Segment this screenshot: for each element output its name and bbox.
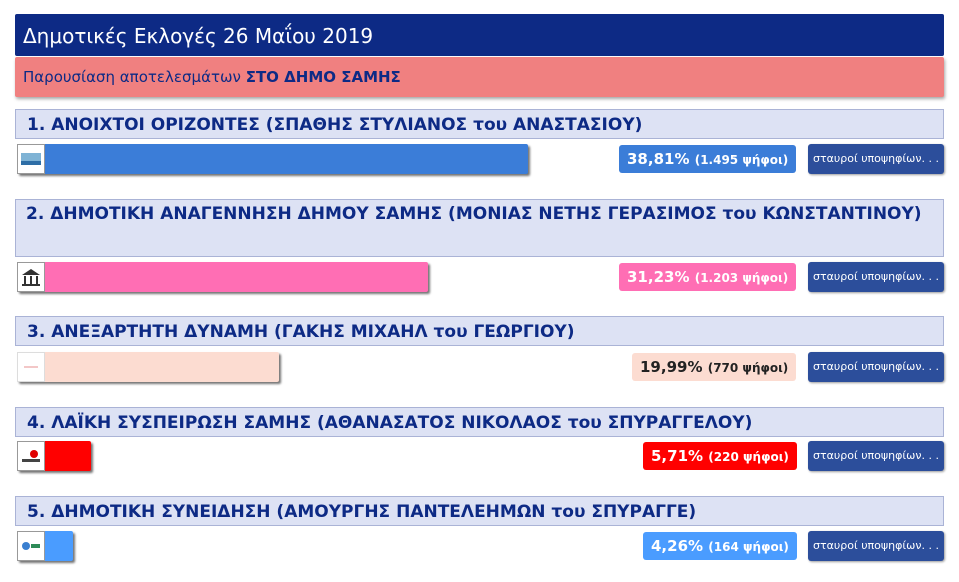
party-logo-5 [17, 531, 45, 561]
party-percent: 5,71% [651, 447, 704, 465]
percent-badge-2: 31,23% (1.203 ψήφοι) [619, 263, 797, 291]
party-logo-4 [17, 441, 45, 471]
vote-bar-2 [17, 262, 428, 292]
subtitle-municipality: ΣΤΟ ΔΗΜΟ ΣΑΜΗΣ [245, 68, 401, 86]
party-percent: 4,26% [651, 537, 704, 555]
party-logo-2 [17, 262, 45, 292]
percent-badge-4: 5,71% (220 ψήφοι) [643, 442, 797, 470]
party-header-2: 2. ΔΗΜΟΤΙΚΗ ΑΝΑΓΕΝΝΗΣΗ ΔΗΜΟΥ ΣΑΜΗΣ (ΜΟΝΙ… [15, 199, 944, 257]
party-header-5: 5. ΔΗΜΟΤΙΚΗ ΣΥΝΕΙΔΗΣΗ (ΑΜΟΥΡΓΗΣ ΠΑΝΤΕΛΕΗ… [15, 496, 944, 526]
candidate-votes-button-4[interactable]: σταυροί υποψηφίων. . . [808, 441, 944, 471]
party-votes: (1.203 ψήφοι) [694, 271, 789, 285]
percent-badge-3: 19,99% (770 ψήφοι) [632, 353, 797, 381]
party-header-3: 3. ΑΝΕΞΑΡΤΗΤΗ ΔΥΝΑΜΗ (ΓΑΚΗΣ ΜΙΧΑΗΛ του Γ… [15, 316, 944, 346]
party-header-4: 4. ΛΑΪΚΗ ΣΥΣΠΕΙΡΩΣΗ ΣΑΜΗΣ (ΑΘΑΝΑΣΑΤΟΣ ΝΙ… [15, 407, 944, 437]
candidate-votes-button-5[interactable]: σταυροί υποψηφίων. . . [808, 531, 944, 561]
candidate-votes-button-1[interactable]: σταυροί υποψηφίων. . . [808, 144, 944, 174]
vote-bar-4 [17, 441, 91, 471]
party-percent: 38,81% [627, 150, 690, 168]
party-name: 5. ΔΗΜΟΤΙΚΗ ΣΥΝΕΙΔΗΣΗ (ΑΜΟΥΡΓΗΣ ΠΑΝΤΕΛΕΗ… [27, 502, 697, 522]
percent-badge-1: 38,81% (1.495 ψήφοι) [619, 145, 797, 173]
party-name: 3. ΑΝΕΞΑΡΤΗΤΗ ΔΥΝΑΜΗ (ΓΑΚΗΣ ΜΙΧΑΗΛ του Γ… [27, 322, 575, 342]
party-header-1: 1. ΑΝΟΙΧΤΟΙ ΟΡΙΖΟΝΤΕΣ (ΣΠΑΘΗΣ ΣΤΥΛΙΑΝΟΣ … [15, 109, 944, 139]
party-votes: (220 ψήφοι) [708, 450, 789, 464]
page-title: Δημοτικές Εκλογές 26 Μαΐου 2019 [15, 14, 944, 56]
party-name: 1. ΑΝΟΙΧΤΟΙ ΟΡΙΖΟΝΤΕΣ (ΣΠΑΘΗΣ ΣΤΥΛΙΑΝΟΣ … [27, 115, 643, 135]
page-title-text: Δημοτικές Εκλογές 26 Μαΐου 2019 [23, 24, 374, 48]
party-name: 2. ΔΗΜΟΤΙΚΗ ΑΝΑΓΕΝΝΗΣΗ ΔΗΜΟΥ ΣΑΜΗΣ (ΜΟΝΙ… [26, 204, 922, 224]
party-logo-1 [17, 144, 45, 174]
vote-bar-5 [17, 531, 73, 561]
party-votes: (164 ψήφοι) [708, 540, 789, 554]
candidate-votes-button-2[interactable]: σταυροί υποψηφίων. . . [808, 262, 944, 292]
results-subtitle: Παρουσίαση αποτελεσμάτων ΣΤΟ ΔΗΜΟ ΣΑΜΗΣ [15, 57, 944, 97]
candidate-votes-button-3[interactable]: σταυροί υποψηφίων. . . [808, 352, 944, 382]
party-votes: (1.495 ψήφοι) [694, 153, 789, 167]
party-votes: (770 ψήφοι) [707, 361, 789, 375]
party-percent: 31,23% [627, 268, 690, 286]
percent-badge-5: 4,26% (164 ψήφοι) [643, 532, 797, 560]
party-name: 4. ΛΑΪΚΗ ΣΥΣΠΕΙΡΩΣΗ ΣΑΜΗΣ (ΑΘΑΝΑΣΑΤΟΣ ΝΙ… [27, 413, 753, 433]
subtitle-prefix: Παρουσίαση αποτελεσμάτων [23, 68, 246, 86]
vote-bar-3 [17, 352, 279, 382]
party-percent: 19,99% [640, 358, 703, 376]
vote-bar-1 [17, 144, 528, 174]
party-logo-3 [17, 352, 45, 382]
